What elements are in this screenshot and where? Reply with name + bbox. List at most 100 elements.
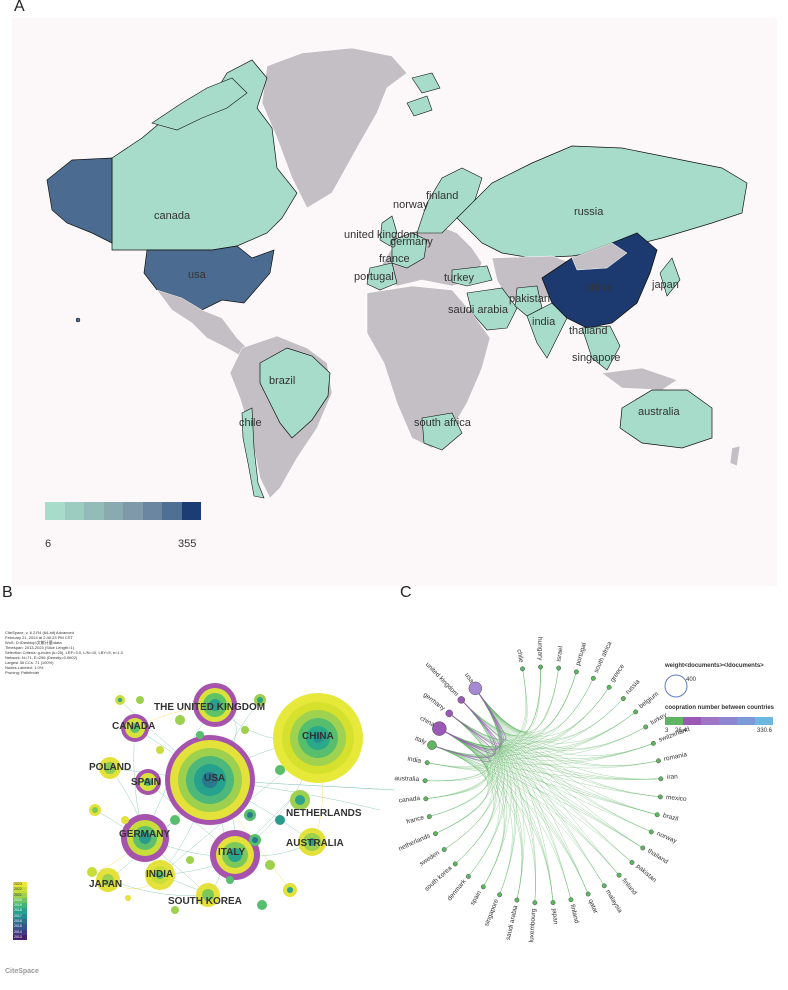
chord-node bbox=[657, 794, 663, 800]
usa-shape bbox=[143, 245, 275, 311]
coop-legend-max: 330.6 bbox=[757, 728, 773, 734]
chord-node bbox=[656, 758, 661, 764]
label-turkey: turkey bbox=[444, 272, 474, 284]
node-label-netherlands: NETHERLANDS bbox=[286, 808, 362, 819]
hawaii-shape bbox=[75, 317, 81, 323]
meta-line: Selection Criteria: g-index (k=25), LRF=… bbox=[5, 650, 123, 655]
node-label-south-korea: SOUTH KOREA bbox=[168, 896, 242, 907]
russia-shape bbox=[456, 145, 748, 259]
meta-line: February 21, 2024 at 2:40:23 PM CST bbox=[5, 635, 73, 640]
meta-line: CiteSpace, v. 6.2.R4 (64-bit) Advanced bbox=[5, 630, 74, 635]
chord-node bbox=[426, 814, 432, 819]
world-map-svg bbox=[46, 47, 748, 499]
node-canada bbox=[121, 714, 149, 742]
chord-link bbox=[429, 728, 489, 817]
svalbard-shape bbox=[411, 72, 441, 94]
japan-shape bbox=[659, 257, 681, 297]
label-singapore: singapore bbox=[572, 352, 621, 364]
chord-node bbox=[427, 740, 437, 750]
node-label-spain: SPAIN bbox=[131, 777, 161, 788]
node-label-germany: GERMANY bbox=[119, 829, 171, 840]
chord-node bbox=[658, 776, 664, 782]
coop-swatch-4 bbox=[719, 717, 737, 725]
chord-node bbox=[497, 892, 503, 898]
label-portugal: portugal bbox=[354, 271, 394, 283]
label-chile: chile bbox=[239, 417, 262, 429]
brazil-shape bbox=[259, 347, 331, 439]
chord-node bbox=[432, 721, 447, 736]
chord-node bbox=[585, 891, 591, 897]
citespace-metadata: CiteSpace, v. 6.2.R4 (64-bit) Advanced F… bbox=[5, 630, 123, 675]
meta-line: Pruning: Pathfinder bbox=[5, 670, 40, 675]
chord-node bbox=[633, 709, 639, 715]
chord-node bbox=[550, 900, 556, 905]
label-saudi-arabia: saudi arabia bbox=[448, 304, 508, 316]
chord-link bbox=[431, 744, 643, 849]
chord-node bbox=[424, 760, 430, 766]
chord-link bbox=[461, 688, 507, 741]
turkey-shape bbox=[451, 265, 493, 287]
panel-a-letter: A bbox=[14, 0, 25, 15]
coop-legend-title: coopration number between countries bbox=[665, 705, 775, 711]
chord-node bbox=[532, 900, 538, 906]
coop-swatch-6 bbox=[755, 717, 773, 725]
chord-link bbox=[475, 688, 633, 863]
chord-link bbox=[431, 687, 610, 757]
indonesia-shape bbox=[601, 367, 678, 391]
label-germany: germany bbox=[390, 236, 433, 248]
chord-link bbox=[431, 744, 495, 865]
node-label-united-kingdom: THE UNITED KINGDOM bbox=[154, 702, 266, 713]
year-2013: 2013 bbox=[13, 934, 27, 941]
node-label-poland: POLAND bbox=[89, 762, 132, 773]
node-united-kingdom bbox=[193, 683, 237, 727]
weight-legend-value: 400 bbox=[686, 677, 697, 683]
node-italy bbox=[210, 830, 260, 880]
chord-label: mexico bbox=[666, 793, 688, 803]
chord-link bbox=[461, 699, 659, 767]
label-canada: canada bbox=[154, 210, 191, 222]
label-thailand: thailand bbox=[569, 325, 608, 337]
chord-link bbox=[425, 728, 488, 782]
label-south-africa: south africa bbox=[414, 417, 471, 429]
chord-link bbox=[427, 713, 492, 769]
legend-swatch-4 bbox=[103, 502, 123, 520]
chord-node bbox=[452, 861, 458, 867]
south-africa-shape bbox=[421, 412, 463, 451]
legend-swatch-3 bbox=[84, 502, 104, 520]
year-2022: 2022 bbox=[13, 887, 27, 893]
weight-legend-circle bbox=[664, 674, 688, 698]
chord-link bbox=[444, 699, 499, 850]
label-united-kingdom: united kingdom bbox=[344, 229, 419, 241]
node-south-korea bbox=[196, 883, 220, 907]
chord-node bbox=[468, 681, 483, 696]
node-australia bbox=[298, 828, 326, 856]
chord-node bbox=[606, 684, 612, 690]
southeast-asia-shape bbox=[581, 325, 621, 371]
chord-node bbox=[520, 666, 525, 672]
meta-line: Timespan: 2013-2023 (Slice Length=1) bbox=[5, 645, 75, 650]
chord-link bbox=[475, 678, 594, 735]
meta-line: Nodes Labeled: 1.0% bbox=[5, 665, 44, 670]
chord-node bbox=[643, 724, 649, 730]
legend-swatch-5 bbox=[123, 502, 143, 520]
label-brazil: brazil bbox=[269, 375, 296, 387]
chord-label: australia bbox=[394, 775, 420, 784]
chord-link bbox=[425, 744, 487, 800]
chord-node bbox=[640, 845, 646, 851]
node-netherlands bbox=[290, 790, 310, 810]
chord-svg bbox=[422, 664, 664, 906]
chord-node bbox=[616, 872, 622, 878]
label-india: india bbox=[532, 316, 556, 328]
chord-diagram: chile hungary israel portugal south africa gr… bbox=[394, 610, 788, 990]
chord-label: hungary bbox=[536, 636, 544, 661]
coop-swatch-2 bbox=[683, 717, 701, 725]
chord-label: iran bbox=[666, 773, 678, 782]
year-2023: 2023 bbox=[13, 882, 27, 888]
chord-link bbox=[475, 688, 652, 833]
node-label-china: CHINA bbox=[302, 731, 334, 742]
coop-swatch-3 bbox=[701, 717, 719, 725]
label-russia: russia bbox=[574, 206, 604, 218]
alaska-shape bbox=[46, 157, 113, 244]
chord-nodes bbox=[422, 664, 664, 906]
new-zealand-shape bbox=[729, 445, 741, 467]
